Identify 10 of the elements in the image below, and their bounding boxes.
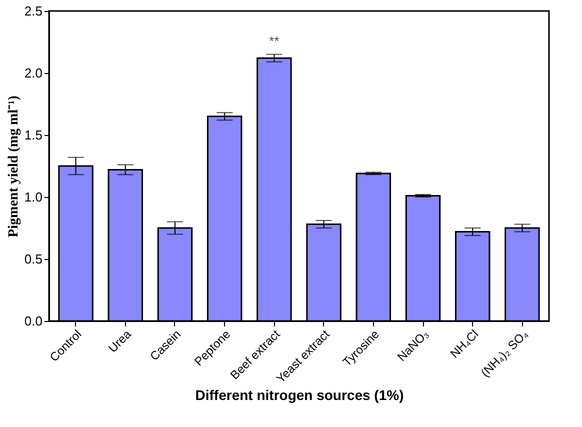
y-axis-title: Pigment yield (mg ml⁻¹) (6, 95, 22, 238)
y-tick-label: 2.0 (24, 66, 42, 80)
y-tick-label: 0.0 (24, 314, 42, 328)
y-tick-label: 0.5 (24, 252, 42, 266)
x-axis-title: Different nitrogen sources (1%) (195, 387, 404, 404)
annotation: ** (269, 33, 280, 48)
x-tick-label: Urea (106, 326, 134, 356)
y-tick-label: 1.5 (24, 128, 42, 142)
y-tick-label: 2.5 (24, 4, 42, 18)
y-tick-label: 1.0 (24, 190, 42, 204)
